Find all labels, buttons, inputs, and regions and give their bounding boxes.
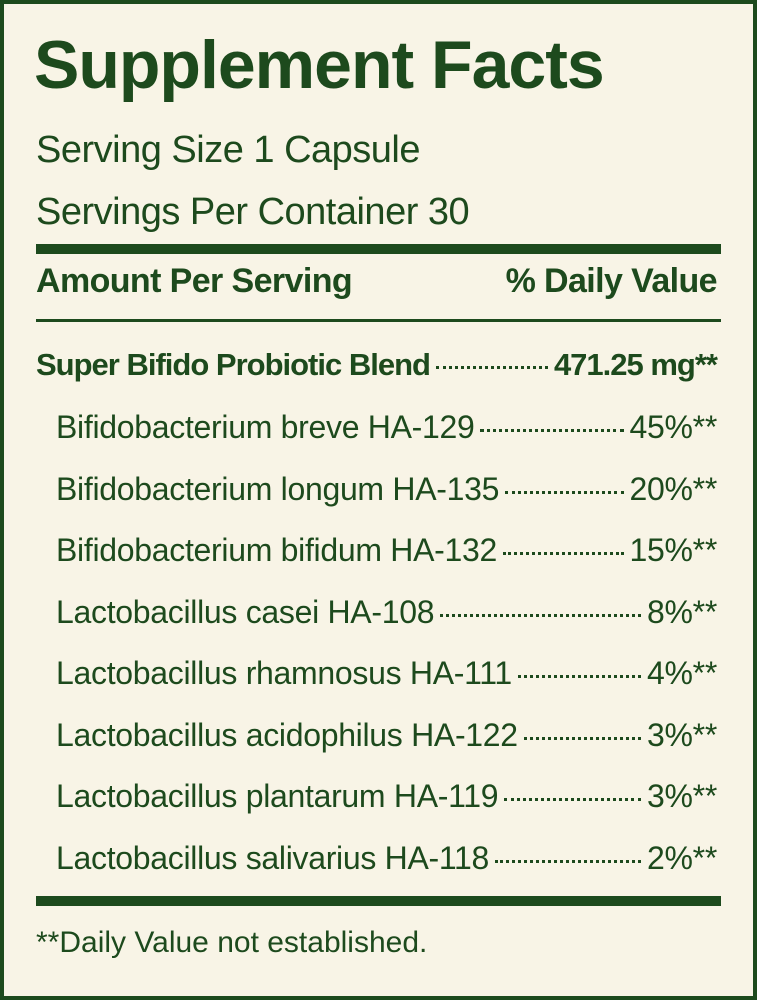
ingredient-name: Bifidobacterium longum HA-135 [56, 470, 500, 507]
ingredient-value: 8%** [647, 593, 717, 630]
ingredient-row: Lactobacillus acidophilus HA-122 3%** [56, 717, 717, 754]
header-right: % Daily Value [505, 262, 718, 300]
ingredient-value: 3%** [647, 716, 717, 753]
ingredient-value: 4%** [647, 655, 717, 691]
header-left: Amount Per Serving [36, 262, 353, 300]
ingredient-name: Lactobacillus casei HA-108 [56, 593, 435, 630]
dot-leader [494, 859, 642, 863]
ingredient-name: Lactobacillus plantarum HA-119 [56, 778, 499, 814]
ingredient-row: Lactobacillus casei HA-108 8%** [56, 594, 717, 631]
ingredient-name: Lactobacillus salivarius HA-118 [56, 839, 489, 876]
blend-name: Super Bifido Probiotic Blend [36, 347, 431, 382]
thick-rule [36, 896, 721, 906]
ingredient-value: 3%** [647, 778, 717, 814]
ingredient-value: 15%** [629, 532, 718, 568]
ingredient-row: Lactobacillus rhamnosus HA-111 4%** [56, 655, 717, 692]
ingredient-row: Bifidobacterium breve HA-129 45%** [56, 409, 717, 446]
blend-row: Super Bifido Probiotic Blend 471.25 mg** [36, 347, 718, 383]
title: Supplement Facts [34, 27, 605, 103]
dot-leader [517, 675, 642, 678]
ingredient-row: Bifidobacterium longum HA-135 20%** [56, 471, 717, 508]
dot-leader [480, 429, 624, 432]
ingredient-value: 2%** [647, 839, 717, 876]
ingredient-row: Lactobacillus salivarius HA-118 2%** [56, 840, 717, 877]
thick-rule [36, 244, 721, 254]
ingredient-value: 45%** [629, 409, 718, 445]
column-header: Amount Per Serving % Daily Value [36, 262, 718, 301]
dot-leader [435, 366, 548, 369]
blend-amount: 471.25 mg** [553, 347, 718, 382]
dot-leader [505, 490, 624, 494]
dot-leader [440, 613, 642, 617]
servings-per-container: Servings Per Container 30 [36, 191, 470, 233]
dot-leader [503, 552, 624, 555]
dot-leader [504, 798, 642, 801]
ingredient-name: Bifidobacterium breve HA-129 [56, 409, 475, 445]
ingredient-name: Lactobacillus rhamnosus HA-111 [56, 655, 512, 691]
ingredient-name: Bifidobacterium bifidum HA-132 [56, 532, 497, 568]
footnote: **Daily Value not established. [36, 926, 428, 959]
serving-size: Serving Size 1 Capsule [36, 129, 421, 171]
dot-leader [523, 736, 642, 740]
ingredient-row: Lactobacillus plantarum HA-119 3%** [56, 778, 717, 815]
ingredient-row: Bifidobacterium bifidum HA-132 15%** [56, 532, 717, 569]
ingredient-name: Lactobacillus acidophilus HA-122 [56, 716, 518, 753]
ingredient-value: 20%** [629, 470, 718, 507]
thin-rule [36, 319, 721, 322]
